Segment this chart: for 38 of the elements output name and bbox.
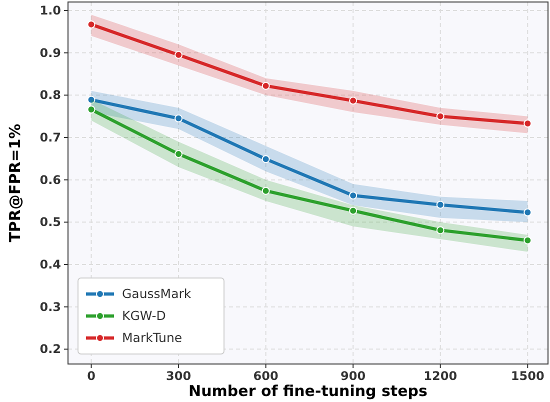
y-tick-label: 0.3 — [40, 300, 61, 314]
x-tick-label: 1200 — [424, 369, 458, 383]
y-tick-label: 0.2 — [40, 342, 61, 356]
x-axis-title: Number of fine-tuning steps — [188, 382, 428, 400]
point — [436, 112, 444, 120]
legend-label: GaussMark — [122, 286, 192, 301]
point — [436, 226, 444, 234]
point — [524, 120, 532, 128]
point — [524, 236, 532, 244]
point — [349, 206, 358, 215]
legend-label: KGW-D — [122, 308, 166, 323]
point — [174, 50, 183, 59]
x-tick-label: 600 — [253, 369, 278, 383]
point — [524, 208, 532, 216]
point — [262, 155, 270, 164]
y-tick-label: 0.9 — [40, 46, 61, 60]
y-tick-label: 0.6 — [40, 172, 61, 187]
x-tick-label: 1500 — [510, 369, 544, 383]
y-tick-label: 0.5 — [40, 215, 61, 230]
x-tick-label: 300 — [166, 369, 192, 383]
y-tick-label: 1.0 — [40, 3, 61, 18]
y-axis-title: TPR@FPR=1% — [6, 124, 24, 242]
point — [174, 150, 183, 158]
point — [349, 96, 358, 105]
point — [349, 191, 358, 200]
y-tick-label: 0.8 — [40, 88, 61, 102]
point — [436, 200, 444, 209]
point — [174, 114, 183, 122]
point — [87, 106, 96, 114]
x-tick-label: 900 — [340, 369, 366, 383]
legend-label: MarkTune — [122, 330, 182, 345]
point — [87, 96, 96, 104]
y-tick-label: 0.4 — [40, 258, 61, 272]
x-tick-label: 0 — [87, 369, 96, 383]
point — [262, 82, 270, 90]
point — [262, 186, 270, 195]
y-tick-label: 0.7 — [40, 130, 61, 144]
point — [87, 20, 96, 28]
